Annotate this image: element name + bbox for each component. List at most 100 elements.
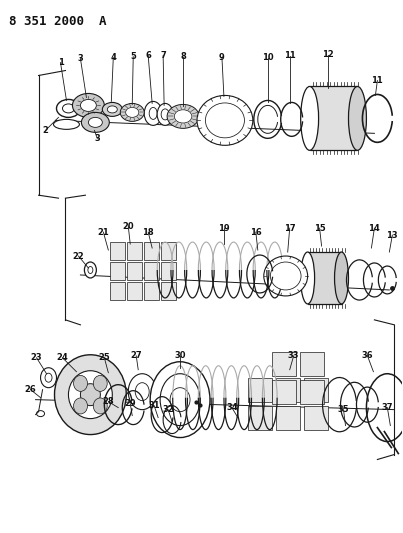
- Ellipse shape: [107, 106, 117, 113]
- Ellipse shape: [81, 384, 100, 406]
- Polygon shape: [248, 378, 272, 402]
- Polygon shape: [161, 282, 176, 300]
- Ellipse shape: [73, 375, 87, 391]
- Polygon shape: [276, 378, 300, 402]
- Text: 6: 6: [145, 51, 151, 60]
- Ellipse shape: [88, 266, 93, 273]
- Polygon shape: [110, 242, 125, 260]
- Text: 33: 33: [288, 351, 299, 360]
- Ellipse shape: [37, 410, 45, 417]
- Text: 26: 26: [25, 385, 36, 394]
- Ellipse shape: [167, 104, 199, 128]
- Ellipse shape: [149, 108, 157, 119]
- Text: 29: 29: [125, 399, 136, 408]
- Text: 36: 36: [361, 351, 373, 360]
- Text: 28: 28: [102, 397, 114, 406]
- Ellipse shape: [334, 252, 349, 304]
- Text: 5: 5: [130, 52, 136, 61]
- Text: 23: 23: [31, 353, 42, 362]
- Polygon shape: [144, 262, 159, 280]
- Ellipse shape: [126, 108, 139, 117]
- Polygon shape: [276, 406, 300, 430]
- Ellipse shape: [264, 256, 307, 296]
- Text: 30: 30: [174, 351, 186, 360]
- Polygon shape: [127, 242, 142, 260]
- Ellipse shape: [160, 374, 200, 425]
- Ellipse shape: [41, 368, 56, 387]
- Ellipse shape: [81, 100, 96, 111]
- Polygon shape: [127, 262, 142, 280]
- Text: 11: 11: [372, 76, 383, 85]
- Text: 31: 31: [148, 401, 160, 410]
- Text: 19: 19: [218, 224, 230, 232]
- Polygon shape: [303, 378, 328, 402]
- Text: 21: 21: [98, 228, 109, 237]
- Text: 22: 22: [73, 252, 84, 261]
- Text: 3: 3: [77, 54, 83, 63]
- Ellipse shape: [62, 104, 75, 113]
- Ellipse shape: [170, 387, 190, 411]
- Text: 34: 34: [226, 403, 238, 412]
- Text: 8: 8: [180, 52, 186, 61]
- Ellipse shape: [174, 110, 192, 123]
- Text: 12: 12: [322, 50, 333, 59]
- Ellipse shape: [120, 103, 144, 122]
- Ellipse shape: [56, 100, 81, 117]
- Polygon shape: [161, 262, 176, 280]
- Ellipse shape: [128, 374, 156, 410]
- Ellipse shape: [206, 103, 245, 138]
- Text: 7: 7: [160, 51, 166, 60]
- Ellipse shape: [150, 362, 210, 438]
- Polygon shape: [310, 86, 357, 150]
- Text: 25: 25: [98, 353, 110, 362]
- Polygon shape: [127, 282, 142, 300]
- Text: 17: 17: [284, 224, 295, 232]
- Text: 15: 15: [314, 224, 326, 232]
- Text: 10: 10: [262, 53, 274, 62]
- Ellipse shape: [69, 371, 112, 418]
- Ellipse shape: [270, 262, 301, 290]
- Ellipse shape: [93, 398, 107, 414]
- Ellipse shape: [81, 112, 109, 132]
- Ellipse shape: [301, 86, 319, 150]
- Polygon shape: [161, 242, 176, 260]
- Polygon shape: [144, 242, 159, 260]
- Text: 18: 18: [142, 228, 154, 237]
- Text: 13: 13: [386, 231, 398, 239]
- Polygon shape: [272, 352, 296, 376]
- Text: 3: 3: [94, 134, 100, 143]
- Ellipse shape: [45, 373, 52, 382]
- Ellipse shape: [135, 383, 149, 401]
- Polygon shape: [144, 282, 159, 300]
- Text: 9: 9: [219, 53, 225, 62]
- Ellipse shape: [144, 101, 162, 125]
- Polygon shape: [303, 406, 328, 430]
- Ellipse shape: [84, 262, 96, 278]
- Text: 20: 20: [123, 222, 134, 231]
- Polygon shape: [300, 352, 324, 376]
- Text: 24: 24: [56, 353, 69, 362]
- Text: 35: 35: [338, 405, 349, 414]
- Text: 1: 1: [58, 58, 63, 67]
- Text: 16: 16: [250, 228, 262, 237]
- Text: 2: 2: [43, 126, 48, 135]
- Ellipse shape: [102, 102, 122, 116]
- Ellipse shape: [301, 252, 315, 304]
- Polygon shape: [110, 262, 125, 280]
- Ellipse shape: [88, 117, 102, 127]
- Ellipse shape: [161, 109, 169, 120]
- Polygon shape: [307, 252, 341, 304]
- Polygon shape: [248, 406, 272, 430]
- Ellipse shape: [93, 375, 107, 391]
- Text: 4: 4: [110, 53, 116, 62]
- Ellipse shape: [73, 398, 87, 414]
- Polygon shape: [110, 282, 125, 300]
- Text: 11: 11: [284, 51, 295, 60]
- Ellipse shape: [73, 93, 104, 117]
- Ellipse shape: [54, 355, 126, 434]
- Text: 32: 32: [162, 405, 174, 414]
- Ellipse shape: [197, 95, 253, 146]
- Text: 37: 37: [382, 403, 393, 412]
- Polygon shape: [272, 379, 296, 403]
- Text: 14: 14: [368, 224, 380, 232]
